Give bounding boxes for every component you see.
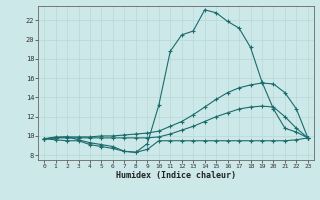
X-axis label: Humidex (Indice chaleur): Humidex (Indice chaleur) <box>116 171 236 180</box>
